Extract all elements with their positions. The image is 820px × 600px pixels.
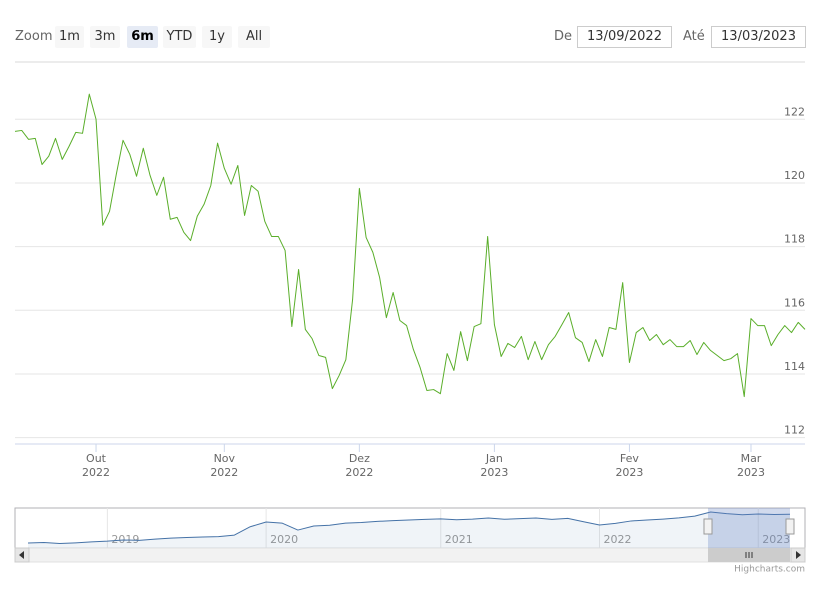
arrow-left xyxy=(19,551,24,559)
navigator-x-label: 2022 xyxy=(604,533,632,546)
y-tick-label: 122 xyxy=(784,105,805,118)
y-tick-label: 114 xyxy=(784,360,805,373)
credits[interactable]: Highcharts.com xyxy=(734,565,805,575)
from-label: De xyxy=(554,29,573,44)
zoom-button[interactable]: 1y xyxy=(202,26,232,48)
x-tick-label: Out 2022 xyxy=(82,452,111,479)
zoom-button[interactable]: All xyxy=(238,26,270,48)
y-tick-label: 112 xyxy=(784,424,805,437)
navigator-line xyxy=(27,511,791,544)
to-label: Até xyxy=(683,29,705,44)
scrollbar-track[interactable] xyxy=(14,547,806,563)
x-tick-label: Nov 2022 xyxy=(210,452,239,479)
x-tick-label: Fev 2023 xyxy=(615,452,644,479)
navigator-handle-right[interactable] xyxy=(785,518,795,535)
zoom-button[interactable]: 3m xyxy=(90,26,120,48)
navigator-mask[interactable] xyxy=(708,508,790,548)
from-input[interactable]: 13/09/2022 xyxy=(577,26,672,48)
zoom-button[interactable]: 1m xyxy=(55,26,84,48)
arrow-right xyxy=(796,551,801,559)
price-line xyxy=(14,93,806,398)
zoom-button[interactable]: YTD xyxy=(163,26,196,48)
navigator-x-label: 2023 xyxy=(762,533,790,546)
x-tick-label: Jan 2023 xyxy=(480,452,509,479)
x-tick-label: Mar 2023 xyxy=(736,452,765,479)
navigator-x-label: 2021 xyxy=(445,533,473,546)
zoom-label: Zoom xyxy=(15,29,53,44)
y-tick-label: 118 xyxy=(784,233,805,246)
y-tick-label: 120 xyxy=(784,169,805,182)
navigator-handle-left[interactable] xyxy=(703,518,713,535)
zoom-button[interactable]: 6m xyxy=(127,26,158,48)
navigator-x-label: 2020 xyxy=(270,533,298,546)
scrollbar-grip xyxy=(745,552,753,558)
to-input[interactable]: 13/03/2023 xyxy=(711,26,806,48)
navigator-area xyxy=(28,511,790,548)
x-tick-label: Dez 2022 xyxy=(345,452,374,479)
navigator-x-label: 2019 xyxy=(111,533,139,546)
y-tick-label: 116 xyxy=(784,296,805,309)
